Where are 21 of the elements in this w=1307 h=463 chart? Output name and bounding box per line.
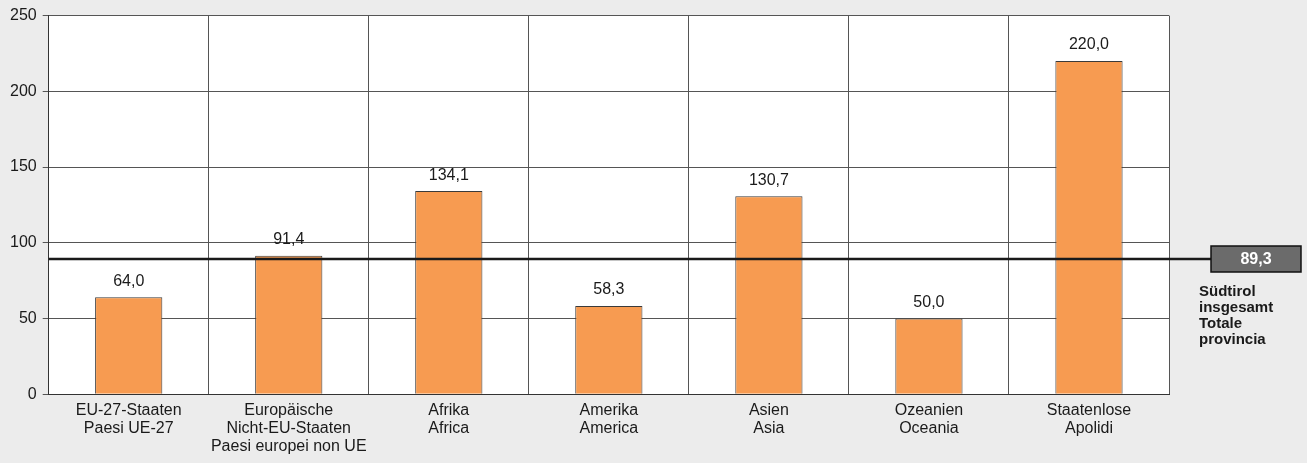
x-tick-label: Asien Asia [748,401,789,437]
x-tick-label: Europäische Nicht-EU-Staaten Paesi europei non UE [210,401,367,454]
y-tick-label: 250 [9,6,37,24]
x-tick-label: Amerika America [579,401,639,437]
data-label: 50,0 [913,292,945,310]
data-label: 130,7 [748,170,790,188]
y-tick-label: 100 [9,233,37,251]
x-tick-label: Staatenlose Apolidi [1046,401,1132,437]
x-tick-label: Ozeanien Oceania [894,401,964,437]
y-tick-label: 200 [9,81,37,99]
data-label: 58,3 [593,280,625,298]
y-tick-label: 150 [9,157,37,175]
data-label: 64,0 [113,271,145,289]
x-tick-label: EU-27-Staaten Paesi UE-27 [75,401,182,437]
data-label: 134,1 [428,165,469,183]
ref-line-label: 89,3 [1240,250,1272,268]
x-tick-label: Afrika Africa [428,401,470,437]
text: Südtirol insgesamt Totale provincia [1199,281,1274,347]
y-tick-label: 0 [27,384,37,402]
data-label: 220,0 [1068,35,1110,53]
y-tick-label: 50 [18,308,37,326]
